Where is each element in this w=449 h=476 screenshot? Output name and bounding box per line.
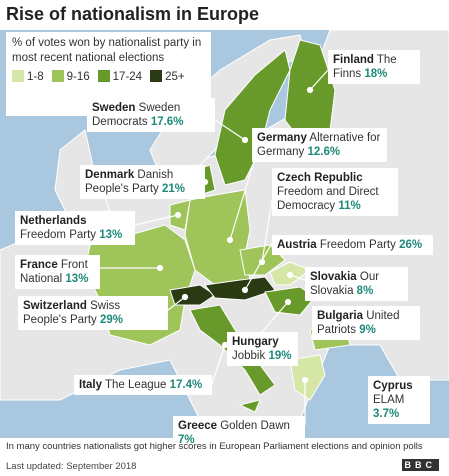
country-name: Czech Republic bbox=[277, 172, 363, 184]
party-name: United Patriots bbox=[317, 310, 400, 336]
country-name: Finland bbox=[333, 54, 374, 66]
party-name: ELAM bbox=[373, 394, 405, 406]
vote-share: 3.7% bbox=[373, 408, 400, 420]
vote-share: 21% bbox=[162, 183, 186, 195]
callout: Greece Golden Dawn 7% bbox=[173, 416, 305, 450]
legend-swatch bbox=[97, 70, 110, 82]
country-name: Bulgaria bbox=[317, 310, 364, 322]
vote-share: 7% bbox=[178, 434, 195, 446]
party-name: Jobbik bbox=[232, 350, 266, 362]
party-name: Danish People's Party bbox=[85, 169, 174, 195]
country-name: Italy bbox=[79, 379, 103, 391]
country-name: Greece bbox=[178, 420, 218, 432]
vote-share: 13% bbox=[99, 229, 123, 241]
party-name: The League bbox=[105, 379, 167, 391]
country bbox=[289, 354, 326, 401]
legend-item: 17-24 bbox=[97, 70, 143, 85]
party-name: Front National bbox=[20, 259, 88, 285]
party-name: Freedom and Direct Democracy bbox=[277, 186, 379, 212]
vote-share: 18% bbox=[364, 68, 388, 80]
legend-label: 25+ bbox=[165, 71, 185, 83]
vote-share: 17.6% bbox=[150, 116, 184, 128]
logo: BBC bbox=[401, 459, 439, 471]
callout: Austria Freedom Party 26% bbox=[272, 235, 433, 255]
legend-label: 9-16 bbox=[66, 71, 90, 83]
country-name: France bbox=[20, 259, 58, 271]
callout: Germany Alternative for Germany 12.6% bbox=[252, 128, 387, 162]
country bbox=[204, 276, 276, 301]
callout: Cyprus ELAM 3.7% bbox=[368, 376, 430, 424]
country-name: Germany bbox=[257, 132, 307, 144]
logo-text: BBC bbox=[401, 459, 439, 471]
vote-share: 11% bbox=[338, 200, 361, 212]
vote-share: 29% bbox=[100, 314, 124, 326]
party-name: Freedom Party bbox=[319, 239, 396, 251]
callout: Switzerland Swiss People's Party 29% bbox=[18, 296, 168, 330]
party-name: Sweden Democrats bbox=[92, 102, 181, 128]
callout: France Front National 13% bbox=[15, 255, 100, 289]
vote-share: 8% bbox=[356, 285, 374, 297]
legend-label: 17-24 bbox=[112, 71, 143, 83]
callout: Bulgaria United Patriots 9% bbox=[312, 306, 420, 340]
legend-title: % of votes won by nationalist party in m… bbox=[12, 37, 202, 64]
legend-item: 9-16 bbox=[51, 70, 90, 85]
party-name: Freedom Party bbox=[20, 229, 97, 241]
legend-item: 25+ bbox=[150, 70, 185, 85]
legend-swatch bbox=[150, 70, 163, 82]
country-name: Cyprus bbox=[373, 380, 413, 392]
country-name: Netherlands bbox=[20, 215, 87, 227]
callout: Sweden Sweden Democrats 17.6% bbox=[87, 98, 215, 132]
callout: Slovakia Our Slovakia 8% bbox=[305, 267, 408, 301]
callout: Denmark Danish People's Party 21% bbox=[80, 165, 205, 199]
vote-share: 12.6% bbox=[307, 146, 341, 158]
legend-swatch bbox=[12, 70, 24, 82]
country-name: Switzerland bbox=[23, 300, 87, 312]
vote-share: 19% bbox=[268, 350, 292, 362]
callout: Czech Republic Freedom and Direct Democr… bbox=[272, 168, 398, 216]
party-name: Golden Dawn bbox=[220, 420, 290, 432]
party-name: Swiss People's Party bbox=[23, 300, 121, 326]
country bbox=[238, 399, 261, 413]
country-name: Denmark bbox=[85, 169, 135, 181]
country-name: Austria bbox=[277, 239, 317, 251]
legend-swatch bbox=[51, 70, 64, 82]
title: Rise of nationalism in Europe bbox=[6, 4, 260, 24]
callout: Hungary Jobbik 19% bbox=[227, 332, 298, 366]
legend-items: 1-8 9-16 17-24 25+ bbox=[12, 70, 205, 85]
vote-share: 26% bbox=[399, 239, 423, 251]
country-name: Sweden bbox=[92, 102, 136, 114]
vote-share: 17.4% bbox=[169, 379, 203, 391]
legend-item: 1-8 bbox=[12, 70, 44, 85]
legend-label: 1-8 bbox=[27, 71, 44, 83]
party-name: Alternative for Germany bbox=[257, 132, 381, 158]
country-name: Slovakia bbox=[310, 271, 357, 283]
vote-share: 9% bbox=[359, 324, 376, 336]
callout: Italy The League 17.4% bbox=[74, 375, 212, 395]
footnote: In many countries nationalists got highe… bbox=[6, 441, 423, 452]
vote-share: 13% bbox=[65, 273, 89, 285]
country bbox=[214, 49, 291, 186]
callout: Netherlands Freedom Party 13% bbox=[15, 211, 135, 245]
party-name: The Finns bbox=[333, 54, 397, 80]
callout: Finland The Finns 18% bbox=[328, 50, 420, 84]
country-name: Hungary bbox=[232, 336, 279, 348]
last-updated: Last updated: September 2018 bbox=[6, 461, 137, 472]
party-name: Our Slovakia bbox=[310, 271, 380, 297]
